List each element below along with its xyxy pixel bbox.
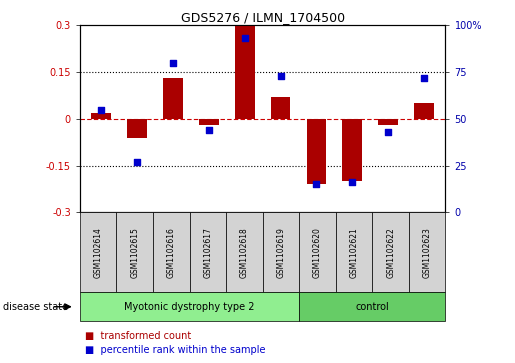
Text: GSM1102622: GSM1102622 bbox=[386, 227, 395, 278]
Point bbox=[277, 73, 285, 79]
Point bbox=[348, 180, 356, 185]
Text: disease state: disease state bbox=[3, 302, 67, 312]
Point bbox=[384, 129, 392, 135]
Text: GSM1102620: GSM1102620 bbox=[313, 227, 322, 278]
Bar bbox=[414, 103, 434, 119]
Text: control: control bbox=[355, 302, 389, 312]
Title: GDS5276 / ILMN_1704500: GDS5276 / ILMN_1704500 bbox=[181, 11, 345, 24]
Bar bbox=[342, 119, 362, 181]
Bar bbox=[199, 119, 219, 125]
Bar bbox=[378, 119, 398, 125]
Point bbox=[133, 159, 141, 165]
Text: ■  transformed count: ■ transformed count bbox=[85, 331, 191, 341]
Point bbox=[169, 60, 177, 66]
Text: GSM1102621: GSM1102621 bbox=[350, 227, 358, 278]
Text: Myotonic dystrophy type 2: Myotonic dystrophy type 2 bbox=[124, 302, 255, 312]
Point bbox=[205, 127, 213, 133]
Point bbox=[312, 182, 320, 187]
Bar bbox=[306, 119, 327, 184]
Text: GSM1102617: GSM1102617 bbox=[203, 227, 212, 278]
Bar bbox=[163, 78, 183, 119]
Point bbox=[420, 75, 428, 81]
Bar bbox=[92, 113, 111, 119]
Point bbox=[241, 36, 249, 41]
Text: ■  percentile rank within the sample: ■ percentile rank within the sample bbox=[85, 345, 265, 355]
Bar bbox=[271, 97, 290, 119]
Point bbox=[97, 107, 106, 113]
Text: GSM1102616: GSM1102616 bbox=[167, 227, 176, 278]
Bar bbox=[235, 25, 254, 119]
Text: GSM1102615: GSM1102615 bbox=[130, 227, 139, 278]
Bar bbox=[127, 119, 147, 138]
Text: GSM1102614: GSM1102614 bbox=[94, 227, 102, 278]
Text: GSM1102619: GSM1102619 bbox=[277, 227, 285, 278]
Text: GSM1102618: GSM1102618 bbox=[240, 227, 249, 278]
Text: GSM1102623: GSM1102623 bbox=[423, 227, 432, 278]
